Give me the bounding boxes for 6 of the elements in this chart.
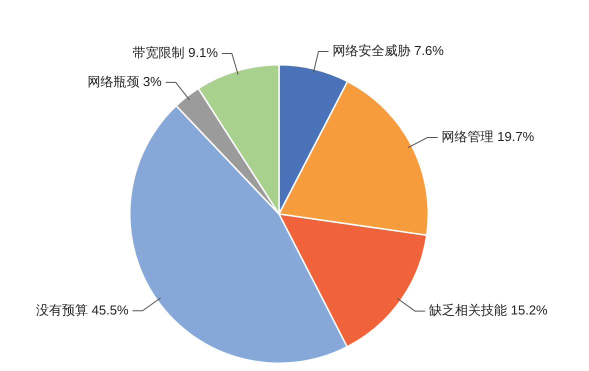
slice-label: 缺乏相关技能 15.2% (429, 302, 548, 318)
slice-label: 带宽限制 9.1% (132, 45, 218, 60)
slice-label: 网络安全威胁 7.6% (332, 43, 444, 58)
slice-label: 没有预算 45.5% (36, 302, 129, 318)
slice-label: 网络瓶颈 3% (87, 74, 162, 90)
slice-label: 网络管理 19.7% (442, 129, 535, 144)
